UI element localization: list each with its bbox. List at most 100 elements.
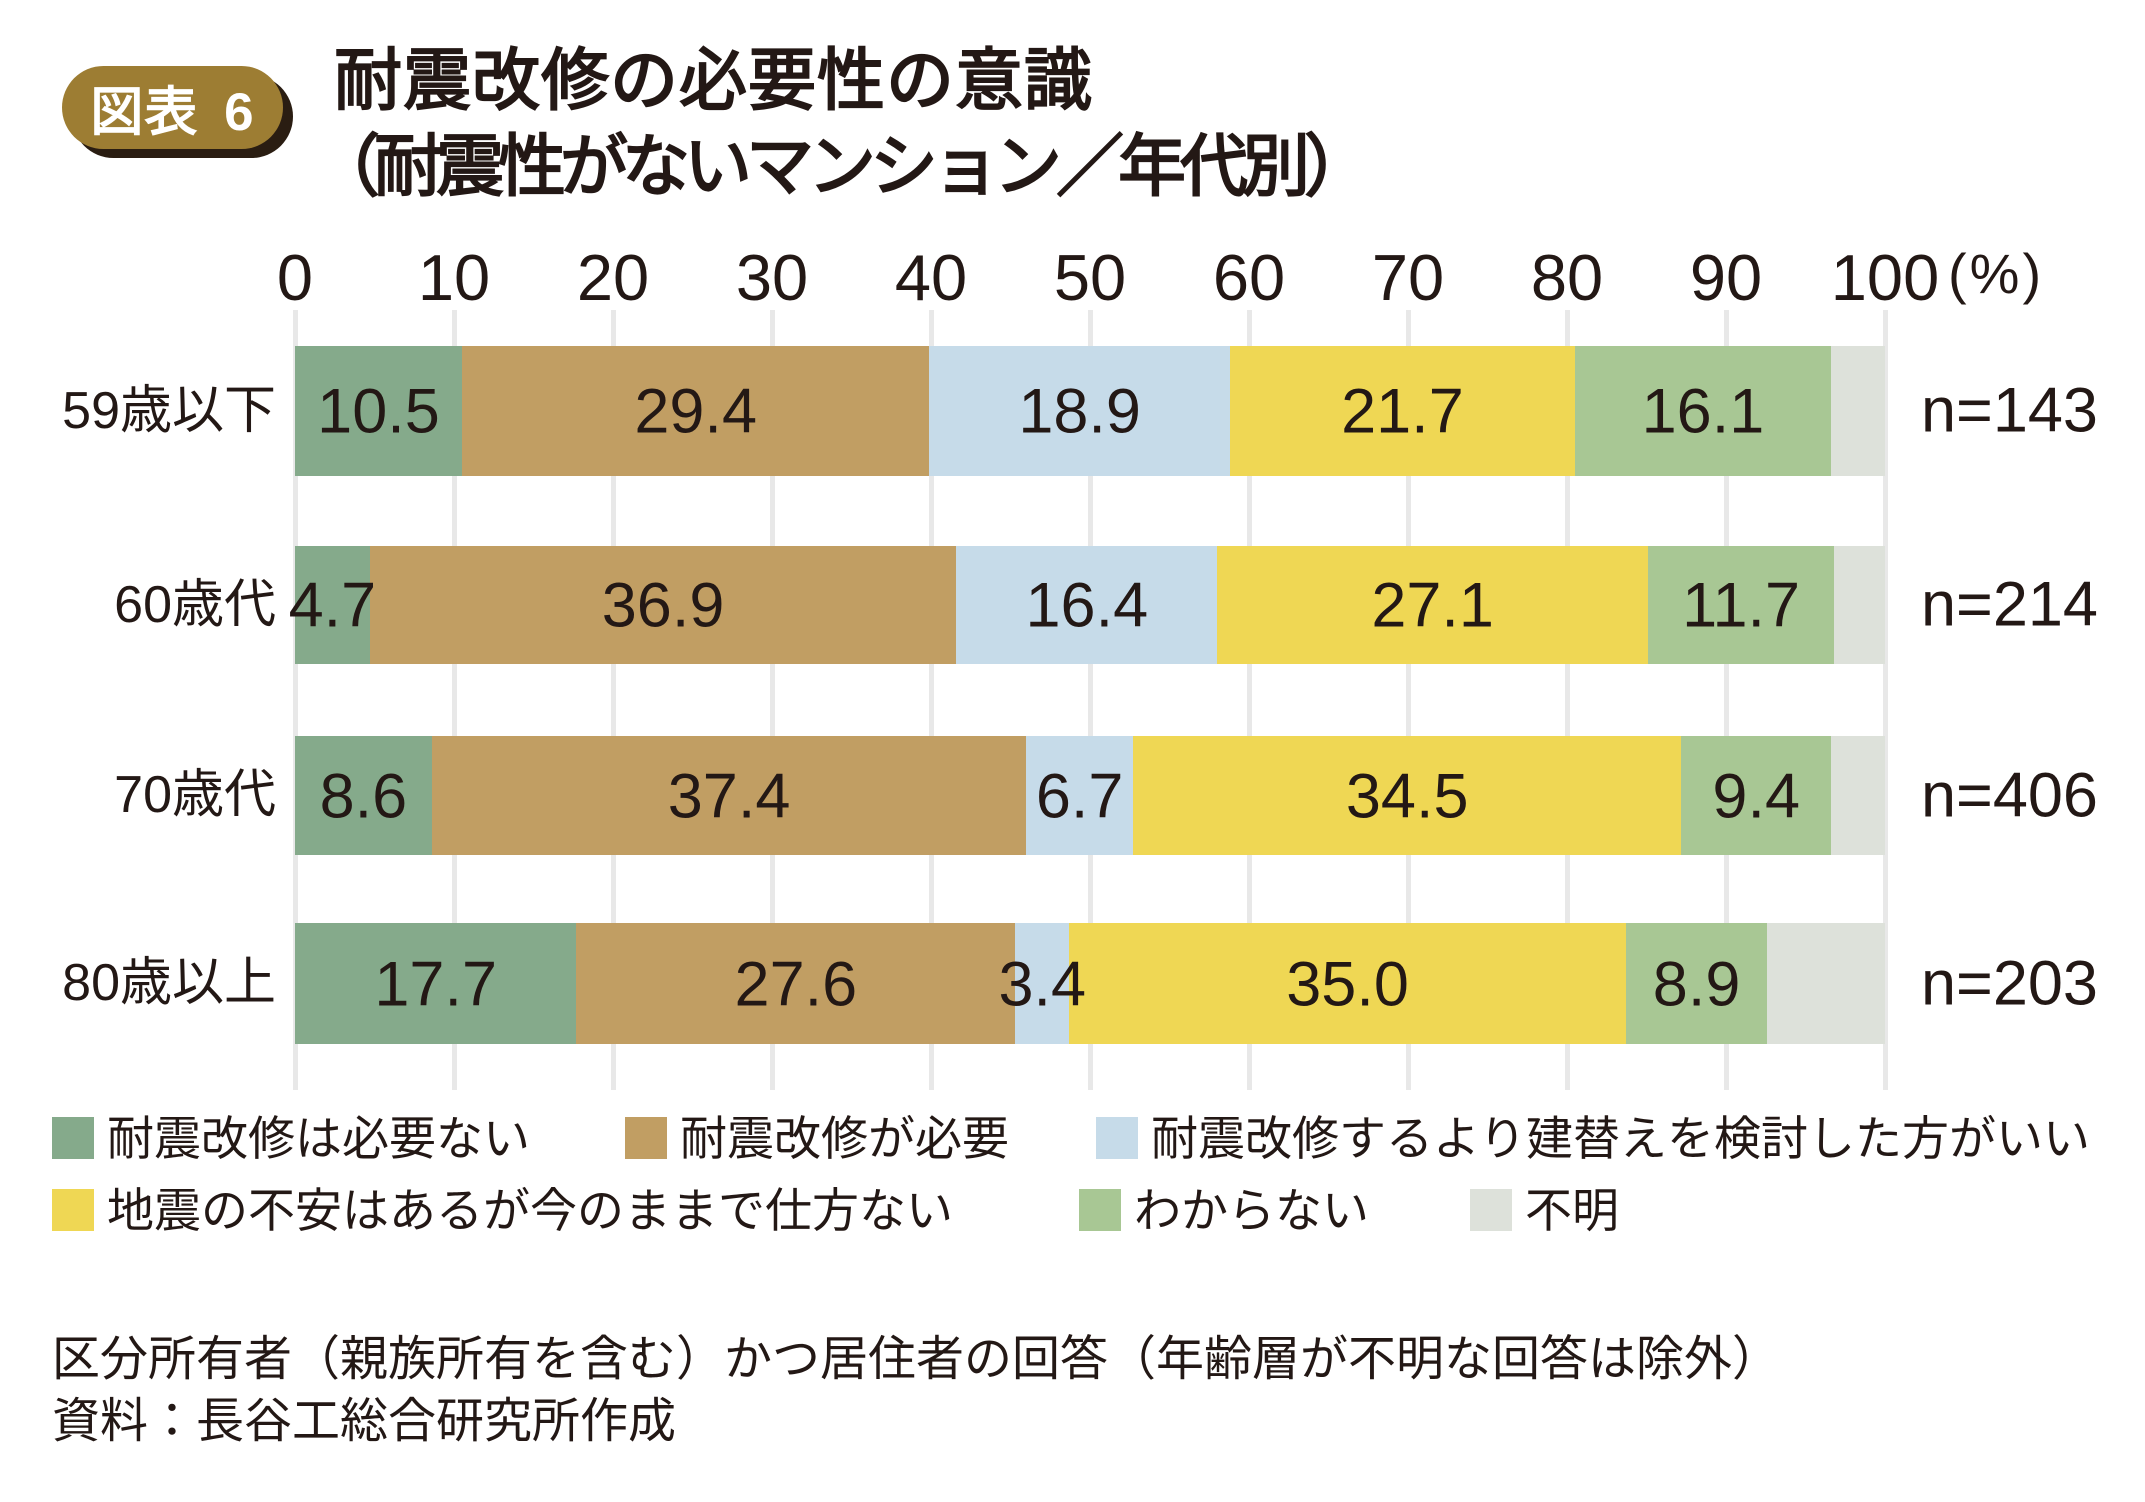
bar-segment: [1830, 346, 1885, 476]
x-tick-label: 100: [1830, 241, 1940, 314]
bar-value-label: 18.9: [1018, 376, 1141, 447]
chart-title: 耐震改修の必要性の意識 （耐震性がないマンション／年代別）: [312, 38, 1372, 210]
figure-badge: 図表 6: [62, 66, 283, 149]
x-tick-label: 10: [417, 241, 491, 314]
legend-label: 不明: [1525, 1183, 1619, 1237]
legend-swatch: [1470, 1189, 1512, 1231]
bar-segment: [295, 736, 432, 855]
gridline: [1723, 310, 1729, 1090]
legend-swatch: [625, 1117, 667, 1159]
bar-value-label: 16.4: [1025, 570, 1149, 641]
x-tick-label: 30: [735, 241, 809, 314]
bar-segment: [295, 546, 370, 664]
gridline: [292, 310, 298, 1090]
legend-label: 耐震改修は必要ない: [107, 1111, 530, 1165]
bar-segment: [1132, 736, 1682, 855]
legend-swatch: [1096, 1117, 1138, 1159]
legend-item: わからない: [1079, 1183, 1369, 1237]
bar-segment: [1069, 923, 1626, 1044]
bar-segment: [1648, 546, 1835, 664]
x-tick-label: 80: [1530, 241, 1604, 314]
bar-value-label: 6.7: [1035, 761, 1124, 831]
bar-segment: [929, 346, 1230, 476]
legend-swatch: [1079, 1189, 1121, 1231]
bar-value-label: 9.4: [1712, 761, 1800, 831]
chart-title-line1: 耐震改修の必要性の意識: [334, 43, 1094, 119]
legend-item: 地震の不安はあるが今のままで仕方ない: [52, 1183, 953, 1237]
axis-unit-label: (%): [1948, 242, 2045, 305]
bar-value-label: 16.1: [1641, 376, 1765, 447]
bar-value-label: 21.7: [1341, 376, 1464, 447]
bar-value-label: 8.9: [1652, 949, 1741, 1019]
legend-label: 地震の不安はあるが今のままで仕方ない: [107, 1183, 953, 1237]
bar-segment: [1625, 923, 1768, 1044]
legend-label: 耐震改修するより建替えを検討した方がいい: [1151, 1111, 2091, 1165]
chart-title-line2: （耐震性がないマンション／年代別）: [312, 129, 1372, 205]
bar-segment: [1217, 546, 1649, 664]
category-label: 60歳代: [114, 576, 276, 634]
bar-segment: [1026, 736, 1133, 855]
bar-segment: [1830, 736, 1885, 855]
x-tick-label: 70: [1371, 241, 1445, 314]
figure-badge-label: 図表 6: [90, 82, 255, 142]
legend-swatch: [52, 1117, 94, 1159]
bar-segment: [1834, 546, 1885, 664]
x-tick-label: 40: [894, 241, 968, 314]
category-label: 59歳以下: [62, 382, 276, 440]
bar-segment: [431, 736, 1027, 855]
legend-item: 耐震改修が必要: [625, 1111, 1009, 1165]
category-label: 70歳代: [114, 766, 276, 824]
bar-value-label: 4.7: [288, 570, 377, 641]
legend-item: 耐震改修するより建替えを検討した方がいい: [1096, 1111, 2091, 1165]
legend-label: 耐震改修が必要: [680, 1111, 1009, 1165]
x-tick-label: 60: [1212, 241, 1286, 314]
legend-item: 不明: [1470, 1183, 1619, 1237]
sample-size-label: n=203: [1921, 948, 2098, 1018]
bar-segment: [295, 923, 577, 1044]
footnotes: 区分所有者（親族所有を含む）かつ居住者の回答（年齢層が不明な回答は除外） 資料：…: [52, 1329, 1780, 1453]
sample-size-label: n=143: [1921, 375, 2098, 446]
bar-value-label: 35.0: [1286, 949, 1409, 1019]
bar-segment: [1574, 346, 1831, 476]
gridline: [451, 310, 457, 1090]
legend-label: わからない: [1134, 1183, 1369, 1237]
bar-value-label: 36.9: [601, 570, 725, 641]
legend-swatch: [52, 1189, 94, 1231]
bar-segment: [1681, 736, 1831, 855]
bar-segment: [1229, 346, 1575, 476]
x-tick-label: 90: [1689, 241, 1763, 314]
gridline: [1087, 310, 1093, 1090]
bar-value-label: 27.1: [1371, 570, 1494, 641]
bar-value-label: 10.5: [317, 376, 440, 447]
gridline: [610, 310, 616, 1090]
bar-segment: [461, 346, 930, 476]
bar-value-label: 8.6: [319, 761, 408, 831]
bar-value-label: 3.4: [998, 949, 1087, 1019]
bar-segment: [369, 546, 957, 664]
gridline: [1564, 310, 1570, 1090]
gridline: [928, 310, 934, 1090]
footnote-line-2: 資料：長谷工総合研究所作成: [52, 1395, 677, 1448]
legend-item: 耐震改修は必要ない: [52, 1111, 530, 1165]
category-label: 80歳以上: [62, 954, 276, 1012]
bar-segment: [1767, 923, 1885, 1044]
bar-value-label: 37.4: [667, 761, 791, 831]
gridline: [1246, 310, 1252, 1090]
bar-value-label: 11.7: [1682, 570, 1801, 641]
gridline: [769, 310, 775, 1090]
bar-value-label: 29.4: [634, 376, 757, 447]
sample-size-label: n=214: [1921, 569, 2098, 640]
bar-segment: [1015, 923, 1070, 1044]
gridline: [1882, 310, 1888, 1090]
bar-segment: [576, 923, 1016, 1044]
sample-size-label: n=406: [1921, 760, 2098, 830]
bar-segment: [295, 346, 462, 476]
x-tick-label: 20: [576, 241, 650, 314]
x-tick-label: 50: [1053, 241, 1127, 314]
bar-value-label: 27.6: [734, 949, 858, 1019]
footnote-line-1: 区分所有者（親族所有を含む）かつ居住者の回答（年齢層が不明な回答は除外）: [52, 1333, 1781, 1386]
bar-segment: [956, 546, 1218, 664]
x-tick-label: 0: [276, 241, 314, 314]
bar-value-label: 17.7: [374, 949, 498, 1019]
